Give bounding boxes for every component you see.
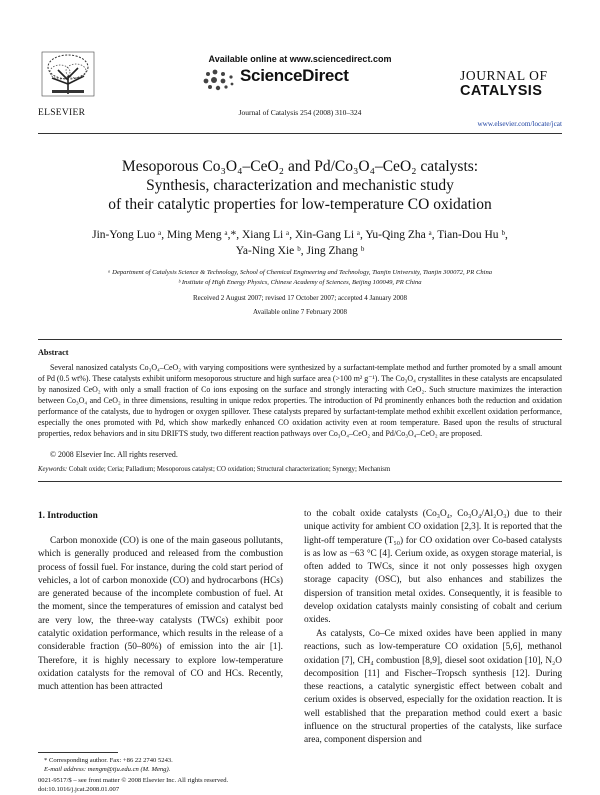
footnote-line: * Corresponding author. Fax: +86 22 2740…: [44, 757, 173, 764]
footnote: * Corresponding author. Fax: +86 22 2740…: [44, 756, 173, 774]
received-dates: Received 2 August 2007; revised 17 Octob…: [192, 294, 408, 302]
brand-name: ScienceDirect: [240, 66, 349, 85]
footer-line: 0021-9517/$ – see front matter © 2008 El…: [38, 777, 229, 784]
publisher-name: ELSEVIER: [38, 108, 86, 118]
journal-url[interactable]: www.elsevier.com/locate/jcat: [477, 120, 562, 128]
journal-name: CATALYSIS: [460, 83, 543, 99]
keywords: Keywords: Cobalt oxide; Ceria; Palladium…: [38, 466, 562, 473]
abstract-rule: [38, 339, 562, 340]
footnote-rule: [38, 752, 118, 753]
brand-logo: [203, 69, 234, 91]
publisher-logo: [41, 51, 95, 97]
footnote-line: E-mail address: mengm@tju.edu.cn (M. Men…: [44, 766, 171, 773]
paragraph: Carbon monoxide (CO) is one of the main …: [38, 536, 283, 693]
citation: Journal of Catalysis 254 (2008) 310–324: [238, 108, 362, 117]
footer: 0021-9517/$ – see front matter © 2008 El…: [38, 776, 228, 794]
author-line: Jin-Yong Luo ᵃ, Ming Meng ᵃ,*, Xiang Li …: [92, 229, 508, 241]
affiliation: ᵇ Institute of High Energy Physics, Chin…: [178, 278, 422, 286]
abstract-heading: Abstract: [38, 348, 69, 357]
author-line: Ya-Ning Xie ᵇ, Jing Zhang ᵇ: [235, 244, 365, 257]
affiliations: ᵃ Department of Catalysis Science & Tech…: [30, 268, 570, 287]
section-heading: 1. Introduction: [38, 511, 98, 521]
keywords-text: Cobalt oxide; Ceria; Palladium; Mesoporo…: [68, 466, 391, 473]
authors: Jin-Yong Luo ᵃ, Ming Meng ᵃ,*, Xiang Li …: [40, 228, 560, 259]
abstract-text: Several nanosized catalysts Co₃O₄–CeO₂ w…: [38, 363, 562, 438]
journal-name: JOURNAL OF: [460, 68, 548, 83]
header-rule: [38, 133, 562, 134]
footer-line: doi:10.1016/j.jcat.2008.01.007: [38, 786, 120, 793]
available-online: Available online at www.sciencedirect.co…: [208, 54, 392, 64]
title-line: Mesoporous Co₃O₄–CeO₂ and Pd/Co₃O₄–CeO₂ …: [121, 158, 479, 175]
affiliation: ᵃ Department of Catalysis Science & Tech…: [107, 269, 493, 276]
paragraph: As catalysts, Co–Ce mixed oxides have be…: [304, 629, 562, 746]
title-line: Synthesis, characterization and mechanis…: [146, 177, 454, 194]
article-title: Mesoporous Co₃O₄–CeO₂ and Pd/Co₃O₄–CeO₂ …: [40, 157, 560, 214]
keywords-label: Keywords:: [38, 466, 68, 473]
online-date: Available online 7 February 2008: [253, 308, 347, 316]
paragraph: to the cobalt oxide catalysts (Co₃O₄, Co…: [304, 509, 562, 626]
abstract-copyright: © 2008 Elsevier Inc. All rights reserved…: [50, 450, 178, 459]
title-line: of their catalytic properties for low-te…: [108, 196, 492, 213]
keywords-rule: [38, 481, 562, 482]
